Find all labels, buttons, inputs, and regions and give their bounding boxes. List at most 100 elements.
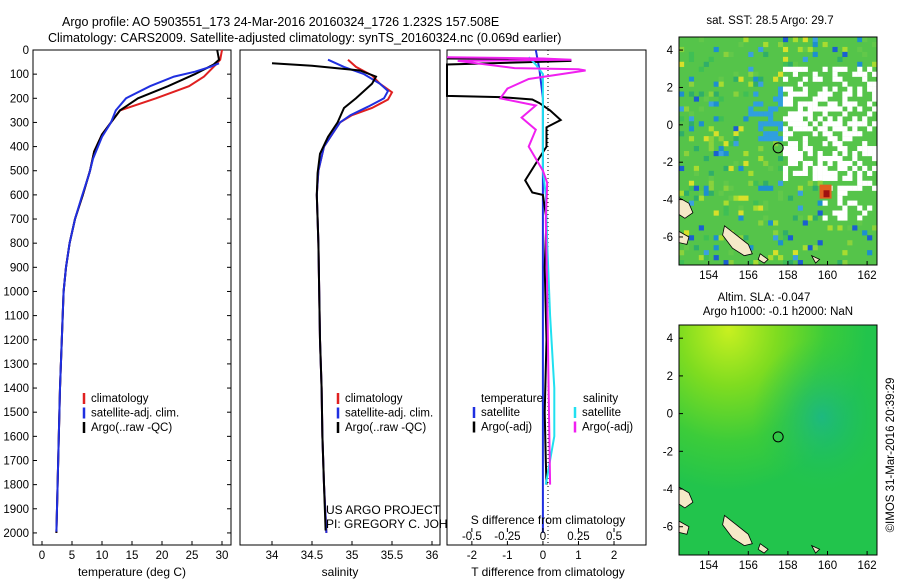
sst-cell (852, 126, 858, 132)
sst-cell (852, 155, 858, 162)
sst-cell (847, 101, 853, 107)
sst-cell (852, 121, 858, 127)
bougainville-land (722, 225, 753, 257)
sst-cell (679, 116, 685, 122)
sst-cell (817, 76, 823, 82)
sst-cell (753, 101, 759, 107)
argo-float-marker-sla (772, 431, 784, 443)
sst-cell (812, 71, 818, 77)
sst-cell (832, 141, 838, 147)
sst-cell (698, 195, 704, 201)
sst-cell (857, 46, 863, 53)
sst-cell (792, 91, 798, 97)
sst-cell (852, 131, 858, 137)
t-difference-label: T difference from climatology (471, 565, 625, 579)
legend-title-salinity: salinity (583, 393, 618, 405)
depth-tick-label: 200 (10, 93, 29, 105)
sst-cell (832, 106, 838, 112)
x-tick-label: 0 (39, 550, 45, 562)
sst-cell (683, 245, 690, 251)
sst-cell (787, 235, 794, 241)
sst-cell (792, 71, 798, 77)
sst-cell (778, 71, 784, 77)
sst-cell (817, 165, 823, 172)
sst-cell (812, 131, 818, 137)
sst-cell (723, 205, 729, 211)
sst-cell (812, 175, 818, 181)
sst-cell (797, 81, 803, 87)
sst-cell (713, 46, 719, 53)
sst-cell (792, 37, 798, 43)
sst-cell (688, 235, 695, 241)
sst-cell (679, 250, 685, 256)
sst-cell (708, 91, 714, 97)
sst-cell (723, 185, 729, 191)
sst-cell (837, 126, 843, 132)
map-x-tick-label: 154 (699, 560, 719, 572)
sst-cell (797, 151, 803, 157)
sst-cell (797, 155, 803, 162)
sst-cell (802, 121, 808, 127)
sst-cell (857, 66, 863, 72)
sst-cell (778, 165, 784, 172)
sst-cell (753, 260, 759, 266)
sst-cell (802, 126, 808, 132)
sst-cell (698, 106, 704, 112)
sst-cell (782, 56, 789, 62)
legend-label: Argo(..raw -QC) (345, 422, 426, 434)
sst-cell (693, 170, 699, 176)
temperature-panel: 0100200300400500600700800900100011001200… (3, 45, 646, 579)
sst-cell (857, 91, 863, 97)
sst-cell (822, 111, 828, 117)
sst-cell (837, 141, 843, 147)
sst-cell (778, 91, 784, 97)
sst-cell (768, 116, 774, 122)
sst-cell (802, 91, 808, 97)
sst-cell (748, 81, 754, 87)
sst-cell (708, 101, 714, 107)
sst-cell (698, 91, 704, 97)
sst-cell (857, 146, 863, 152)
sst-cell (723, 200, 729, 206)
map-y-tick-label: 4 (667, 333, 674, 345)
sst-cell (688, 111, 695, 117)
sst-cell (872, 165, 878, 172)
sst-cell (708, 56, 714, 62)
sst-map-axes: 154 156 158 160 162 -6 -4 -2 0 2 4 (663, 45, 877, 282)
sst-cell (728, 250, 734, 256)
sst-cell (713, 151, 719, 157)
sst-cell (872, 185, 878, 191)
sst-cell (738, 126, 744, 132)
sst-cell (703, 185, 709, 191)
sst-cell (743, 195, 749, 201)
sst-cell (758, 81, 764, 87)
sst-cell (782, 170, 789, 176)
sst-cell (787, 151, 794, 157)
sst-cell (807, 215, 813, 221)
sst-cell (867, 81, 873, 87)
sst-cell (782, 37, 789, 43)
sst-cell (787, 86, 794, 92)
map-y-tick-label: -4 (663, 484, 674, 496)
sst-cell (842, 146, 848, 152)
depth-tick-label: 100 (10, 69, 29, 81)
sst-cell (817, 106, 823, 112)
depth-tick-label: 300 (10, 117, 29, 129)
sst-cell (733, 91, 739, 97)
sst-cell (857, 61, 863, 67)
sst-cell (837, 160, 843, 167)
x-tick-label: -2 (467, 550, 477, 562)
sla-map-title-1: Altim. SLA: -0.047 (718, 292, 811, 304)
sst-cell (852, 165, 858, 172)
sst-cell (827, 155, 833, 162)
x-tick-label: 35.5 (381, 550, 403, 562)
x-tick-label: 10 (96, 550, 109, 562)
sst-cell (713, 91, 719, 97)
sst-cell (792, 61, 798, 67)
map-y-tick-label: 2 (667, 371, 673, 383)
sst-cell (807, 46, 813, 53)
depth-tick-label: 1400 (3, 383, 29, 395)
sst-cell (797, 205, 803, 211)
sst-cell (723, 165, 729, 172)
sla-map: Altim. SLA: -0.047 Argo h1000: -0.1 h200… (663, 292, 878, 572)
